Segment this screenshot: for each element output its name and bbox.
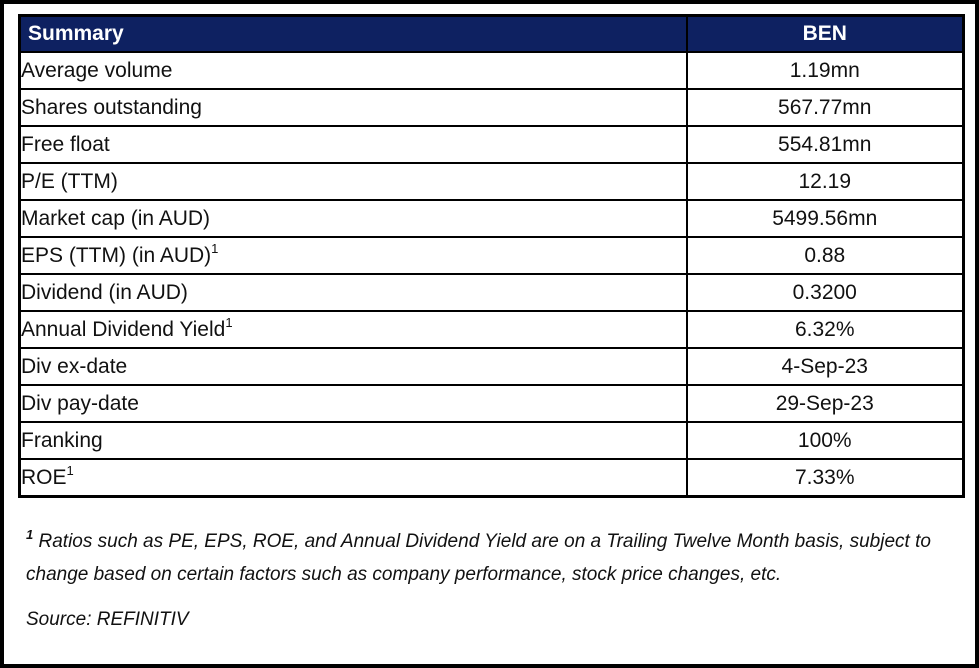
metric-value: 12.19 (685, 162, 965, 201)
table-row: Market cap (in AUD) 5499.56mn (18, 199, 965, 238)
metric-label: Shares outstanding (18, 88, 688, 127)
metric-value: 100% (685, 421, 965, 460)
ticker-header-cell: BEN (685, 14, 965, 53)
source-attribution: Source: REFINITIV (26, 609, 189, 631)
table-row: Dividend (in AUD) 0.3200 (18, 273, 965, 312)
metric-value: 554.81mn (685, 125, 965, 164)
table-row: Shares outstanding 567.77mn (18, 88, 965, 127)
table-row: EPS (TTM) (in AUD)1 0.88 (18, 236, 965, 275)
metric-value: 5499.56mn (685, 199, 965, 238)
table-row: Average volume 1.19mn (18, 51, 965, 90)
metric-label: ROE1 (18, 458, 688, 498)
summary-table: Summary BEN Average volume 1.19mn Shares o… (18, 14, 965, 498)
metric-label: Franking (18, 421, 688, 460)
metric-value: 7.33% (685, 458, 965, 498)
footnote-marker: 1 (225, 314, 233, 330)
summary-header-cell: Summary (18, 14, 688, 53)
metric-value: 567.77mn (685, 88, 965, 127)
metric-label: Free float (18, 125, 688, 164)
metric-label: Div ex-date (18, 347, 688, 386)
footnote-marker: 1 (211, 240, 219, 256)
footnote-marker: 1 (66, 462, 74, 478)
metric-label: P/E (TTM) (18, 162, 688, 201)
metric-label: Annual Dividend Yield1 (18, 310, 688, 349)
footnote-body: Ratios such as PE, EPS, ROE, and Annual … (26, 531, 931, 585)
metric-label: Div pay-date (18, 384, 688, 423)
metric-value: 6.32% (685, 310, 965, 349)
table-row: Div ex-date 4-Sep-23 (18, 347, 965, 386)
metric-label: Average volume (18, 51, 688, 90)
metric-value: 1.19mn (685, 51, 965, 90)
table-row: P/E (TTM) 12.19 (18, 162, 965, 201)
table-row: Franking 100% (18, 421, 965, 460)
table-row: Div pay-date 29-Sep-23 (18, 384, 965, 423)
metric-label: EPS (TTM) (in AUD)1 (18, 236, 688, 275)
metric-value: 4-Sep-23 (685, 347, 965, 386)
metric-label: Dividend (in AUD) (18, 273, 688, 312)
metric-value: 0.88 (685, 236, 965, 275)
table-row: Free float 554.81mn (18, 125, 965, 164)
table-row: Annual Dividend Yield1 6.32% (18, 310, 965, 349)
table-header-row: Summary BEN (18, 14, 965, 53)
metric-value: 29-Sep-23 (685, 384, 965, 423)
metric-value: 0.3200 (685, 273, 965, 312)
table-row: ROE1 7.33% (18, 458, 965, 498)
summary-table-body: Average volume 1.19mn Shares outstanding 56… (18, 51, 965, 498)
footnote-marker: 1 (26, 527, 34, 542)
footnote-text: 1 Ratios such as PE, EPS, ROE, and Annua… (26, 526, 949, 591)
metric-label: Market cap (in AUD) (18, 199, 688, 238)
